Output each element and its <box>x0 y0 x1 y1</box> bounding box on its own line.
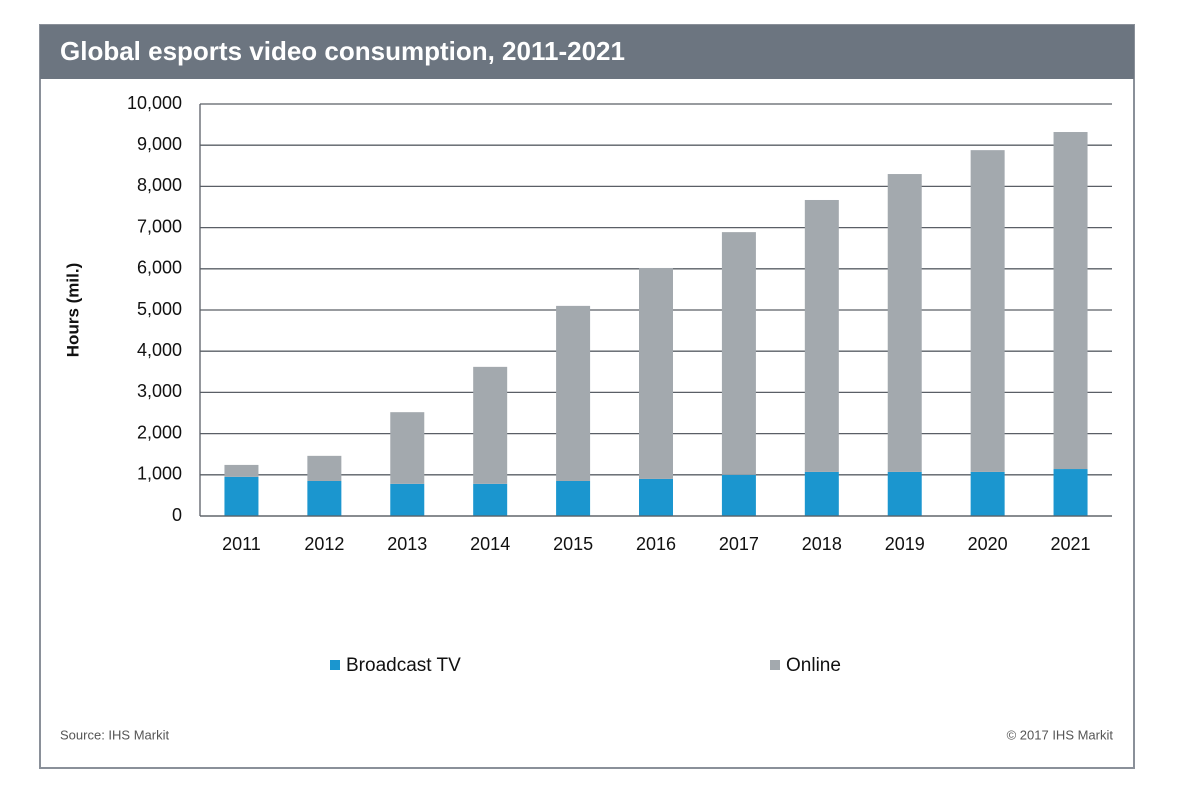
bar-segment <box>721 232 756 475</box>
y-axis-title: Hours (mil.) <box>63 263 82 357</box>
bar-segment <box>639 267 673 479</box>
chart-title: Global esports video consumption, 2011-2… <box>60 36 625 66</box>
bar-segment <box>224 476 259 516</box>
y-tick-label: 0 <box>172 505 182 525</box>
y-tick-label: 10,000 <box>127 93 182 113</box>
x-tick-label: 2013 <box>387 534 427 554</box>
y-tick-label: 1,000 <box>137 464 182 484</box>
bar-segment <box>556 480 591 516</box>
y-tick-label: 9,000 <box>137 134 182 154</box>
y-tick-label: 4,000 <box>137 340 182 360</box>
x-tick-label: 2011 <box>222 534 261 554</box>
bar-segment <box>970 471 1005 516</box>
bar-segment <box>473 483 508 516</box>
y-tick-label: 5,000 <box>137 299 182 319</box>
x-tick-label: 2017 <box>719 534 759 554</box>
y-tick-label: 2,000 <box>137 422 182 442</box>
y-tick-label: 3,000 <box>137 381 182 401</box>
bar-segment <box>1053 132 1088 470</box>
bar-segment <box>224 464 259 477</box>
bar-segment <box>1053 469 1088 516</box>
y-tick-label: 6,000 <box>137 258 182 278</box>
x-tick-label: 2016 <box>636 534 676 554</box>
legend-label: Broadcast TV <box>346 655 461 676</box>
x-tick-label: 2018 <box>802 534 842 554</box>
bar-segment <box>804 471 839 516</box>
bar-segment <box>887 174 922 472</box>
legend-swatch <box>770 660 780 670</box>
legend-swatch <box>330 660 340 670</box>
title-bar <box>40 25 1134 79</box>
copyright-note: © 2017 IHS Markit <box>1007 727 1114 742</box>
source-note: Source: IHS Markit <box>60 727 169 742</box>
bar-segment <box>639 478 673 516</box>
x-tick-label: 2019 <box>885 534 925 554</box>
bar-segment <box>721 474 756 516</box>
x-tick-label: 2012 <box>304 534 344 554</box>
x-tick-label: 2014 <box>470 534 510 554</box>
bar-segment <box>307 480 342 516</box>
bar-segment <box>887 471 922 516</box>
bar-segment <box>970 150 1005 472</box>
bar-segment <box>804 199 839 472</box>
bar-segment <box>307 455 342 481</box>
bar-segment <box>473 366 508 484</box>
x-tick-label: 2021 <box>1051 534 1091 554</box>
bar-segment <box>390 483 425 516</box>
x-tick-label: 2020 <box>968 534 1008 554</box>
x-tick-label: 2015 <box>553 534 593 554</box>
y-tick-label: 7,000 <box>137 216 182 236</box>
legend-label: Online <box>786 655 841 676</box>
y-tick-label: 8,000 <box>137 175 182 195</box>
bar-segment <box>556 305 591 481</box>
bar-segment <box>390 412 425 484</box>
